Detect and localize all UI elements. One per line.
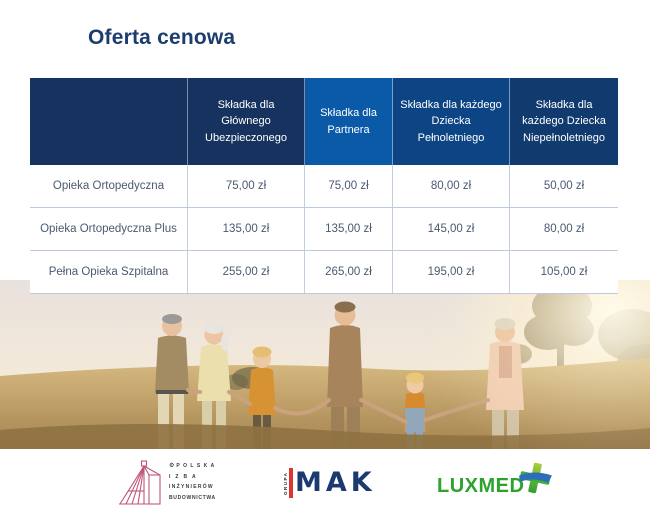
price-cell: 135,00 zł <box>188 208 305 250</box>
table-row: Pełna Opieka Szpitalna 255,00 zł 265,00 … <box>30 251 618 294</box>
table-row: Opieka Ortopedyczna Plus 135,00 zł 135,0… <box>30 208 618 251</box>
family-photo-illustration <box>0 280 650 449</box>
piib-logo: ⚙ POLSKA IZBA INŻYNIERÓW BUDOWNICTWA <box>118 460 218 510</box>
piib-line: BUDOWNICTWA <box>169 494 216 501</box>
row-label: Pełna Opieka Szpitalna <box>30 251 188 293</box>
price-cell: 75,00 zł <box>305 165 393 207</box>
mak-logo: GRUPA MAK <box>283 467 376 499</box>
luxmed-wordmark: LUXMED <box>437 475 525 497</box>
luxmed-cross-icon <box>519 462 552 494</box>
table-header-row: Składka dla Głównego Ubezpieczonego Skła… <box>30 78 618 165</box>
price-cell: 195,00 zł <box>393 251 510 293</box>
price-cell: 105,00 zł <box>540 266 588 278</box>
row-label: Opieka Ortopedyczna Plus <box>30 208 188 250</box>
gear-icon: ⚙ <box>169 463 175 469</box>
price-cell: 145,00 zł <box>393 208 510 250</box>
price-cell: 265,00 zł <box>305 251 393 293</box>
price-cell: 80,00 zł <box>543 223 585 235</box>
piib-line: INŻYNIERÓW <box>169 484 214 490</box>
header-adult-child: Składka dla każdego Dziecka Pełnoletnieg… <box>393 78 510 165</box>
price-cell: 75,00 zł <box>188 165 305 207</box>
piib-line: POLSKA <box>176 463 218 469</box>
luxmed-logo: LUXMED <box>437 462 552 507</box>
row-label: Opieka Ortopedyczna <box>30 165 188 207</box>
price-cell: 50,00 zł <box>543 180 585 192</box>
table-row: Opieka Ortopedyczna 75,00 zł 75,00 zł 80… <box>30 165 618 208</box>
piib-emblem-icon <box>119 460 161 505</box>
family-photo <box>0 280 650 449</box>
logo-bar: ⚙ POLSKA IZBA INŻYNIERÓW BUDOWNICTWA GRU… <box>0 449 650 521</box>
header-minor-child: Składka dla każdego Dziecka Niepełnoletn… <box>510 78 618 165</box>
mak-wordmark: MAK <box>295 467 376 498</box>
page-title: Oferta cenowa <box>88 26 236 49</box>
header-empty-cell <box>30 78 188 165</box>
price-cell: 255,00 zł <box>188 251 305 293</box>
piib-line: IZBA <box>169 473 201 480</box>
header-partner: Składka dla Partnera <box>305 78 393 165</box>
mak-grupa-label: GRUPA <box>283 471 288 495</box>
mak-red-bar <box>289 468 293 498</box>
price-cell: 80,00 zł <box>393 165 510 207</box>
price-table: Składka dla Głównego Ubezpieczonego Skła… <box>30 78 618 294</box>
header-main-insured: Składka dla Głównego Ubezpieczonego <box>188 78 305 165</box>
price-cell: 135,00 zł <box>305 208 393 250</box>
piib-logo-text: ⚙ POLSKA IZBA INŻYNIERÓW BUDOWNICTWA <box>169 460 218 505</box>
